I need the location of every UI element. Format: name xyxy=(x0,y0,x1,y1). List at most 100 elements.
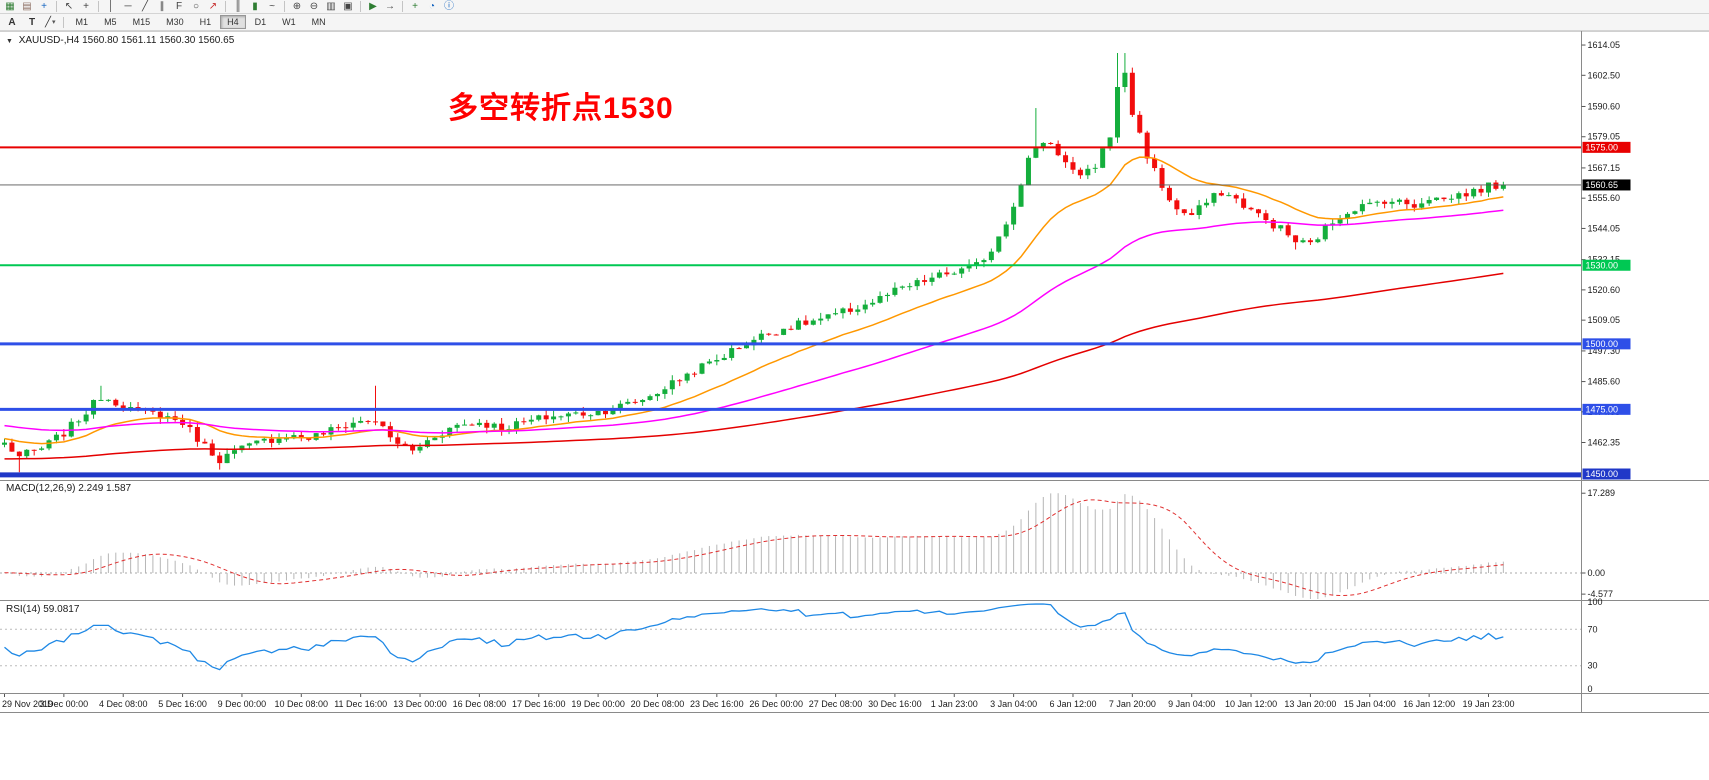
fibonacci-icon[interactable]: F xyxy=(175,1,183,12)
ma-fast-line xyxy=(4,156,1504,445)
svg-text:1590.60: 1590.60 xyxy=(1588,101,1621,111)
svg-text:30: 30 xyxy=(1588,661,1598,671)
rsi-panel xyxy=(0,628,1582,667)
vertical-line-icon[interactable]: │ xyxy=(107,1,115,12)
tile-windows-icon[interactable]: ▥ xyxy=(326,1,336,12)
periods-icon[interactable]: ◔ xyxy=(428,1,436,12)
channel-icon[interactable]: ∥ xyxy=(159,1,165,12)
ma-mid-line xyxy=(4,209,1504,434)
svg-text:29 Nov 2019: 29 Nov 2019 xyxy=(2,699,53,709)
svg-text:19 Jan 23:00: 19 Jan 23:00 xyxy=(1462,699,1514,709)
time-axis[interactable] xyxy=(0,694,1581,712)
svg-text:23 Dec 16:00: 23 Dec 16:00 xyxy=(690,699,744,709)
svg-text:4 Dec 08:00: 4 Dec 08:00 xyxy=(99,699,148,709)
svg-text:1575.00: 1575.00 xyxy=(1586,142,1619,152)
zoom-out-icon[interactable]: ⊖ xyxy=(309,1,319,12)
timeframe-button-group: M1 M5 M15 M30 H1 H4 D1 W1 MN xyxy=(69,15,333,29)
timeframe-button-h1[interactable]: H1 xyxy=(193,15,219,29)
timeframe-button-w1[interactable]: W1 xyxy=(275,15,303,29)
price-axis-labels: 1614.05 1602.50 1590.60 1579.05 1567.15 1555.… xyxy=(1581,40,1621,447)
macd-name: MACD(12,26,9) xyxy=(6,483,76,494)
line-style-icon: ╱ xyxy=(45,16,52,28)
timeframe-button-d1[interactable]: D1 xyxy=(248,15,274,29)
price-badge-1560.65: 1560.65 xyxy=(1582,179,1631,191)
shapes-icon[interactable]: ○ xyxy=(192,1,200,12)
svg-text:1520.60: 1520.60 xyxy=(1588,285,1621,295)
chart-shift-icon[interactable]: → xyxy=(385,1,395,12)
zoom-in-icon[interactable]: ⊕ xyxy=(292,1,302,12)
svg-text:6 Jan 12:00: 6 Jan 12:00 xyxy=(1049,699,1096,709)
svg-text:10 Dec 08:00: 10 Dec 08:00 xyxy=(275,699,329,709)
svg-text:26 Dec 00:00: 26 Dec 00:00 xyxy=(749,699,803,709)
svg-text:17.289: 17.289 xyxy=(1588,488,1616,498)
symbol-ohlc: 1560.80 1561.11 1560.30 1560.65 xyxy=(82,35,235,46)
toolbar-separator xyxy=(360,1,361,12)
svg-text:20 Dec 08:00: 20 Dec 08:00 xyxy=(631,699,685,709)
svg-text:1579.05: 1579.05 xyxy=(1588,132,1621,142)
svg-text:1602.50: 1602.50 xyxy=(1588,70,1621,80)
toolbar-separator xyxy=(225,1,226,12)
line-chart-icon[interactable]: ~ xyxy=(269,1,275,12)
price-badge-1575.00: 1575.00 xyxy=(1582,141,1631,153)
chart-canvas[interactable]: 1614.05 1602.50 1590.60 1579.05 1567.15 1555.… xyxy=(0,31,1709,714)
charts-grid-icon[interactable]: ▦ xyxy=(5,1,15,12)
price-axis[interactable] xyxy=(1582,31,1709,712)
rsi-value: 59.0817 xyxy=(43,604,80,615)
svg-text:1532.15: 1532.15 xyxy=(1588,255,1621,265)
svg-text:27 Dec 08:00: 27 Dec 08:00 xyxy=(809,699,863,709)
svg-text:17 Dec 16:00: 17 Dec 16:00 xyxy=(512,699,566,709)
label-tool-button[interactable]: T xyxy=(23,15,41,30)
rsi-indicator-label: RSI(14) 59.0817 xyxy=(6,604,79,615)
toolbar-separator xyxy=(284,1,285,12)
svg-text:1544.05: 1544.05 xyxy=(1588,223,1621,233)
toolbar-main: ▦ ▤ + ↖ + │ ─ ╱ ∥ F ○ ↗ ║ ▮ ~ ⊕ ⊖ ▥ ▣ ▶ → + ◔ ⓘ xyxy=(0,0,1709,14)
horizontal-line-icon[interactable]: ─ xyxy=(124,1,132,12)
timeframe-button-h4[interactable]: H4 xyxy=(220,15,246,29)
svg-text:9 Dec 00:00: 9 Dec 00:00 xyxy=(218,699,267,709)
candles-layer xyxy=(2,53,1506,473)
svg-text:1497.30: 1497.30 xyxy=(1588,346,1621,356)
timeframe-button-m1[interactable]: M1 xyxy=(69,15,96,29)
svg-text:1560.65: 1560.65 xyxy=(1586,180,1619,190)
chevron-down-icon: ▾ xyxy=(52,19,56,26)
symbol-collapse-arrow-icon: ▼ xyxy=(6,38,13,45)
line-style-dropdown[interactable]: ╱ ▾ xyxy=(43,17,58,28)
toolbar-timeframes: A T ╱ ▾ M1 M5 M15 M30 H1 H4 D1 W1 MN xyxy=(0,14,1709,31)
timeframe-button-m15[interactable]: M15 xyxy=(126,15,158,29)
svg-text:13 Jan 20:00: 13 Jan 20:00 xyxy=(1284,699,1336,709)
timeframe-button-mn[interactable]: MN xyxy=(305,15,333,29)
text-tool-button[interactable]: A xyxy=(3,15,21,30)
crosshair-icon[interactable]: + xyxy=(83,1,89,12)
auto-scroll-icon[interactable]: ▶ xyxy=(369,1,377,12)
svg-text:-4.577: -4.577 xyxy=(1588,589,1614,599)
candlestick-chart-icon[interactable]: ▮ xyxy=(252,1,258,12)
svg-text:30 Dec 16:00: 30 Dec 16:00 xyxy=(868,699,922,709)
svg-text:9 Jan 04:00: 9 Jan 04:00 xyxy=(1168,699,1215,709)
svg-text:0.00: 0.00 xyxy=(1588,568,1606,578)
ma-slow-line xyxy=(4,272,1504,460)
indicators-add-icon[interactable]: + xyxy=(412,1,418,12)
trendline-icon[interactable]: ╱ xyxy=(141,1,149,12)
svg-text:100: 100 xyxy=(1588,597,1603,607)
svg-text:1450.00: 1450.00 xyxy=(1586,469,1619,479)
toolbar-separator xyxy=(402,1,403,12)
svg-text:11 Dec 16:00: 11 Dec 16:00 xyxy=(334,699,387,709)
timeframe-button-m5[interactable]: M5 xyxy=(97,15,124,29)
cursor-icon[interactable]: ↖ xyxy=(64,1,74,12)
about-icon[interactable]: ⓘ xyxy=(444,1,454,12)
svg-text:13 Dec 00:00: 13 Dec 00:00 xyxy=(393,699,447,709)
svg-text:3 Dec 00:00: 3 Dec 00:00 xyxy=(40,699,89,709)
profiles-icon[interactable]: ▤ xyxy=(22,1,32,12)
ohlc-bars-icon[interactable]: ║ xyxy=(234,1,242,12)
arrow-tool-icon[interactable]: ↗ xyxy=(208,1,218,12)
timeframe-button-m30[interactable]: M30 xyxy=(159,15,191,29)
cascade-windows-icon[interactable]: ▣ xyxy=(343,1,353,12)
svg-text:1555.60: 1555.60 xyxy=(1588,193,1621,203)
chart-area: 1614.05 1602.50 1590.60 1579.05 1567.15 1555.… xyxy=(0,31,1709,714)
new-order-icon[interactable]: + xyxy=(41,1,47,12)
symbol-info: ▼ XAUUSD-,H4 1560.80 1561.11 1560.30 156… xyxy=(6,35,234,46)
macd-indicator-label: MACD(12,26,9) 2.249 1.587 xyxy=(6,483,131,494)
svg-text:1509.05: 1509.05 xyxy=(1588,315,1621,325)
